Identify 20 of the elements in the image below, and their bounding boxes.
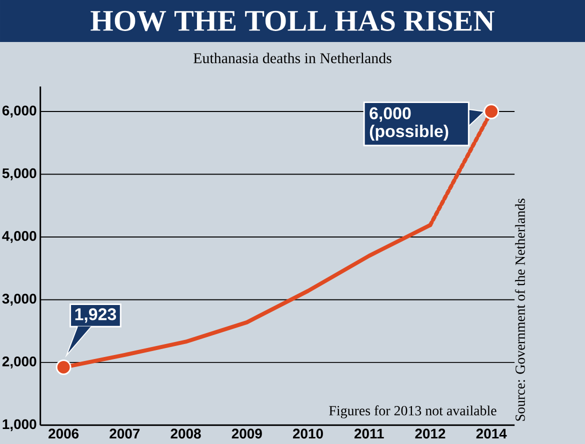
x-tick-label: 2012 <box>415 428 446 439</box>
y-tick-label: 3,000 <box>2 294 36 306</box>
x-tick-label: 2011 <box>354 428 384 439</box>
x-tick-label: 2010 <box>292 428 323 439</box>
y-tick-label: 1,000 <box>2 419 36 432</box>
chart-title: HOW THE TOLL HAS RISEN <box>90 10 494 32</box>
x-tick-label: 2006 <box>48 428 79 439</box>
x-tick-label: 2008 <box>170 428 201 439</box>
annotation: 6,000 (possible) <box>370 107 448 141</box>
annotation: Figures for 2013 not available <box>329 405 496 418</box>
x-tick-label: 2009 <box>232 428 262 439</box>
source-note: Source: Government of the Netherlands <box>514 198 525 421</box>
chart-subtitle: Euthanasia deaths in Netherlands <box>194 52 392 64</box>
y-tick-label: 4,000 <box>2 231 36 243</box>
y-tick-label: 5,000 <box>2 168 36 180</box>
annotation: 1,923 <box>75 308 116 323</box>
x-tick-label: 2014 <box>476 428 507 439</box>
y-tick-label: 2,000 <box>2 356 36 368</box>
y-tick-label: 6,000 <box>2 106 36 118</box>
x-tick-label: 2007 <box>110 428 140 439</box>
